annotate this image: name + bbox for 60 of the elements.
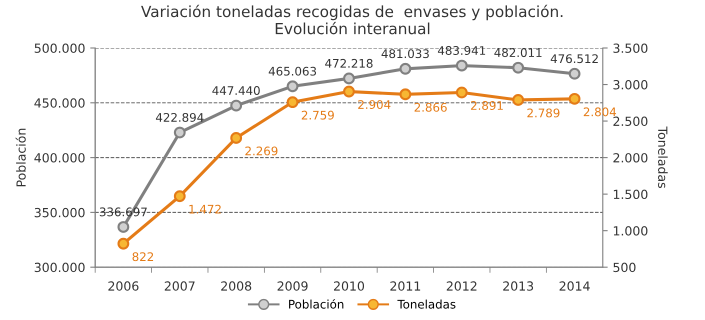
- data-label: 2.269: [245, 146, 278, 156]
- point: [343, 72, 355, 84]
- point: [512, 94, 524, 106]
- point: [456, 60, 468, 72]
- point: [399, 62, 412, 75]
- y-tick-label: 400.000: [34, 153, 85, 163]
- y2-tick-label: 3.500: [613, 43, 648, 53]
- data-label: 422.894: [156, 112, 204, 122]
- point: [117, 238, 130, 250]
- data-label: 2.804: [584, 107, 616, 116]
- data-label: 2.891: [470, 101, 503, 110]
- y-tick-label: 300.000: [34, 262, 85, 272]
- x-tick-label: 2006: [108, 281, 138, 291]
- data-label: 1.472: [189, 204, 221, 214]
- data-label: 2.789: [527, 108, 560, 118]
- data-label: 465.063: [268, 66, 316, 76]
- point: [456, 86, 468, 98]
- legend-label: Población: [289, 299, 344, 309]
- y2-tick-label: 3.000: [613, 80, 648, 90]
- y-tick-label: 350.000: [34, 208, 85, 218]
- data-label: 481.033: [382, 49, 429, 58]
- data-label: 482.011: [494, 48, 542, 58]
- data-label: 822: [132, 252, 154, 262]
- point: [174, 126, 186, 138]
- y-tick-label: 450.000: [34, 98, 85, 108]
- y-tick-label: 500.000: [34, 43, 85, 53]
- data-label: 2.866: [414, 102, 447, 112]
- x-tick-label: 2007: [164, 281, 195, 291]
- x-tick-label: 2008: [221, 281, 252, 291]
- data-label: 2.759: [302, 110, 334, 120]
- point: [174, 190, 186, 202]
- point: [117, 221, 130, 233]
- point: [230, 132, 242, 144]
- y2-tick-label: 1.000: [614, 226, 648, 236]
- point: [343, 86, 355, 98]
- point: [230, 100, 242, 112]
- x-tick-label: 2012: [446, 281, 476, 291]
- y-axis-title: Población: [16, 128, 26, 186]
- point: [512, 62, 524, 74]
- legend-label: Toneladas: [397, 300, 456, 309]
- data-label: 472.218: [325, 58, 373, 68]
- point: [286, 96, 298, 108]
- data-label: 476.512: [550, 54, 598, 64]
- data-label: 447.440: [212, 86, 260, 95]
- y2-axis-title: Toneladas: [658, 126, 668, 188]
- x-tick-label: 2013: [503, 281, 534, 291]
- point: [399, 88, 412, 100]
- y2-tick-label: 1.500: [614, 190, 648, 200]
- y2-tick-label: 500: [613, 262, 636, 272]
- chart-title: Variación toneladas recogidas de envases y población. Evolución interanual: [141, 4, 562, 34]
- x-tick-label: 2009: [278, 281, 308, 291]
- data-label: 483.941: [438, 46, 486, 55]
- x-tick-label: 2014: [560, 281, 590, 291]
- y2-tick-label: 2.500: [613, 116, 648, 126]
- x-tick-label: 2010: [334, 281, 364, 291]
- point: [286, 80, 298, 92]
- point: [568, 68, 580, 80]
- point: [568, 92, 580, 105]
- y2-tick-label: 2.000: [613, 153, 648, 163]
- x-tick-label: 2011: [390, 281, 420, 291]
